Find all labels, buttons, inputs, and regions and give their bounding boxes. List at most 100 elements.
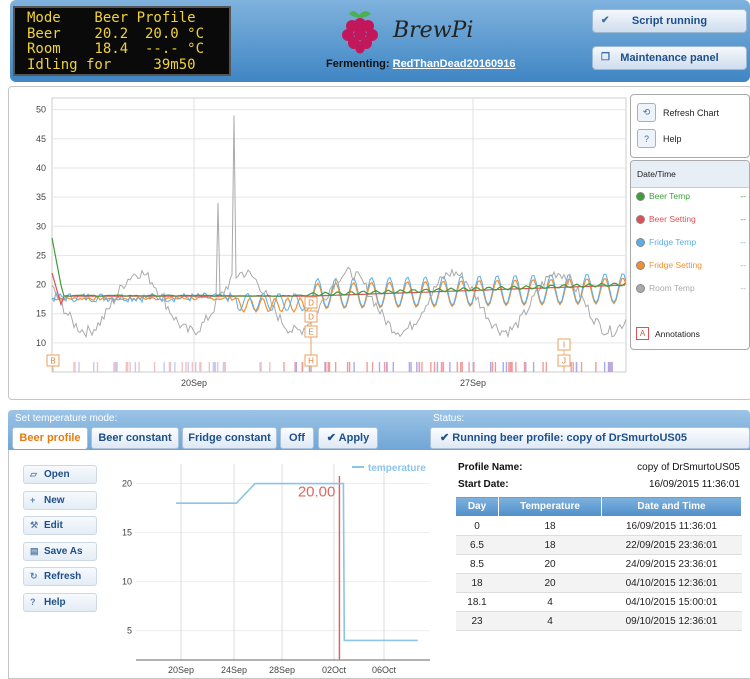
check-icon: ✔	[601, 15, 610, 26]
annotation-marker[interactable]	[46, 354, 60, 367]
y-tick-label: 50	[36, 105, 46, 115]
legend-item[interactable]: Beer Setting --	[636, 214, 746, 224]
y-tick-label: 30	[36, 221, 46, 231]
table-row[interactable]: 0 18 16/09/2015 11:36:01	[455, 516, 742, 536]
legend-item-label: Fridge Setting	[649, 260, 702, 270]
annotation-label: D	[308, 313, 314, 322]
start-date-value: 16/09/2015 11:36:01	[648, 479, 740, 490]
tab-fridge-constant[interactable]: Fridge constant	[182, 427, 277, 449]
y-tick-label: 45	[36, 134, 46, 144]
annotation-marker[interactable]	[304, 325, 318, 338]
series-dot-icon	[636, 283, 645, 293]
help-icon: ?	[637, 129, 656, 148]
annotations-toggle[interactable]: A Annotations	[636, 327, 746, 340]
refresh-chart-button[interactable]: ⟲ Refresh Chart	[637, 103, 719, 122]
lcd-display: Mode Beer Profile Beer 20.2 20.0 °C Room…	[13, 6, 231, 76]
beer-name-link[interactable]: RedThanDead20160916	[392, 58, 516, 70]
series-line-room-temp	[51, 115, 627, 339]
legend-header: Date/Time	[631, 161, 749, 188]
series-line-fridge-setting	[51, 277, 627, 314]
folder-open-icon: ▱	[30, 469, 37, 479]
table-cell: 18.1	[455, 592, 499, 612]
lcd-line: Mode Beer Profile	[27, 10, 196, 26]
table-cell: 09/10/2015 12:36:01	[601, 611, 742, 631]
profile-table: Day Temperature Date and Time 0 18 16/09/2…	[455, 496, 742, 631]
series-dot-icon	[636, 237, 645, 247]
y-tick-label: 25	[36, 250, 46, 260]
button-label: New	[44, 494, 65, 506]
legend-item[interactable]: Fridge Temp --	[636, 237, 746, 247]
legend-label: temperature	[368, 463, 426, 474]
legend-item[interactable]: Fridge Setting --	[636, 260, 746, 270]
tab-beer-profile[interactable]: Beer profile	[12, 427, 88, 449]
status-text: Running beer profile: copy of DrSmurtoUS…	[452, 432, 687, 444]
profile-chart[interactable]: 5 10 15 20 20Sep 24Sep 28Sep 02Oct 06Oct 20.00 tem…	[112, 458, 434, 678]
table-row[interactable]: 8.5 20 24/09/2015 23:36:01	[455, 554, 742, 574]
apply-button[interactable]: ✔ Apply	[318, 427, 378, 449]
table-cell: 18	[455, 573, 499, 593]
profile-name-value: copy of DrSmurtoUS05	[637, 462, 740, 473]
series-dot-icon	[636, 260, 645, 270]
table-cell: 4	[498, 611, 602, 631]
legend-item-value: --	[740, 214, 746, 224]
annotation-label: I	[563, 341, 565, 350]
table-cell: 22/09/2015 23:36:01	[601, 535, 742, 555]
help-button[interactable]: ? Help	[23, 593, 97, 612]
legend-item[interactable]: Room Temp --	[636, 283, 746, 293]
chart-legend: Date/Time Beer Temp -- Beer Setting -- Fridg…	[630, 160, 750, 350]
table-row[interactable]: 18 20 04/10/2015 12:36:01	[455, 573, 742, 593]
button-label: Help	[44, 597, 66, 608]
annotation-marker[interactable]	[304, 296, 318, 309]
current-value-label: 20.00	[298, 484, 336, 501]
new-button[interactable]: + New	[23, 490, 97, 510]
edit-button[interactable]: ⚒ Edit	[23, 516, 97, 536]
series-line-beer-temp	[51, 237, 626, 297]
x-tick-label: 06Oct	[372, 665, 397, 675]
raspberry-logo-icon	[342, 11, 378, 54]
help-icon: ?	[30, 597, 36, 607]
legend-item-value: --	[740, 191, 746, 201]
refresh-button[interactable]: ↻ Refresh	[23, 567, 97, 587]
legend-item-value: --	[740, 237, 746, 247]
y-tick-label: 15	[36, 309, 46, 319]
y-tick-label: 20	[36, 280, 46, 290]
x-tick-label: 20Sep	[181, 378, 207, 388]
annotation-marker[interactable]	[557, 354, 571, 367]
refresh-icon: ↻	[30, 571, 38, 582]
lcd-line: Idling for 39m50	[27, 56, 196, 73]
table-row[interactable]: 23 4 09/10/2015 12:36:01	[455, 611, 742, 631]
start-date-row: Start Date: 16/09/2015 11:36:01	[458, 479, 740, 490]
annotation-marker[interactable]	[304, 310, 318, 323]
table-cell: 18	[498, 535, 602, 555]
annotation-marker[interactable]	[304, 354, 318, 367]
chart-help-button[interactable]: ? Help	[637, 129, 682, 148]
save-as-button[interactable]: ▤ Save As	[23, 541, 97, 561]
check-icon: ✔	[326, 432, 339, 444]
tab-off[interactable]: Off	[280, 427, 314, 449]
apply-label: Apply	[338, 432, 370, 444]
brand-name: BrewPi	[393, 18, 474, 43]
open-button[interactable]: ▱ Open	[23, 465, 97, 484]
script-running-button[interactable]: ✔ Script running	[592, 9, 747, 33]
table-row[interactable]: 6.5 18 22/09/2015 23:36:01	[455, 535, 742, 555]
maintenance-panel-button[interactable]: ❐ Maintenance panel	[592, 46, 747, 70]
status-display: ✔ Running beer profile: copy of DrSmurto…	[430, 427, 750, 449]
refresh-chart-label: Refresh Chart	[663, 107, 720, 118]
button-label: Refresh	[44, 571, 82, 583]
y-tick-label: 40	[36, 163, 46, 173]
button-label: Edit	[44, 520, 63, 532]
table-row[interactable]: 18.1 4 04/10/2015 15:00:01	[455, 592, 742, 612]
legend-item-label: Room Temp	[649, 283, 695, 293]
tab-beer-constant[interactable]: Beer constant	[91, 427, 179, 449]
mode-title: Set temperature mode:	[15, 413, 118, 424]
column-header-date-time: Date and Time	[601, 496, 742, 517]
annotation-marker[interactable]	[557, 338, 571, 351]
annotation-label: H	[308, 357, 314, 366]
series-dot-icon	[636, 214, 645, 224]
y-tick-label: 35	[36, 192, 46, 202]
x-tick-label: 27Sep	[460, 378, 486, 388]
legend-item[interactable]: Beer Temp --	[636, 191, 746, 201]
save-icon: ▤	[30, 545, 39, 556]
profile-name-label: Profile Name:	[458, 462, 523, 473]
